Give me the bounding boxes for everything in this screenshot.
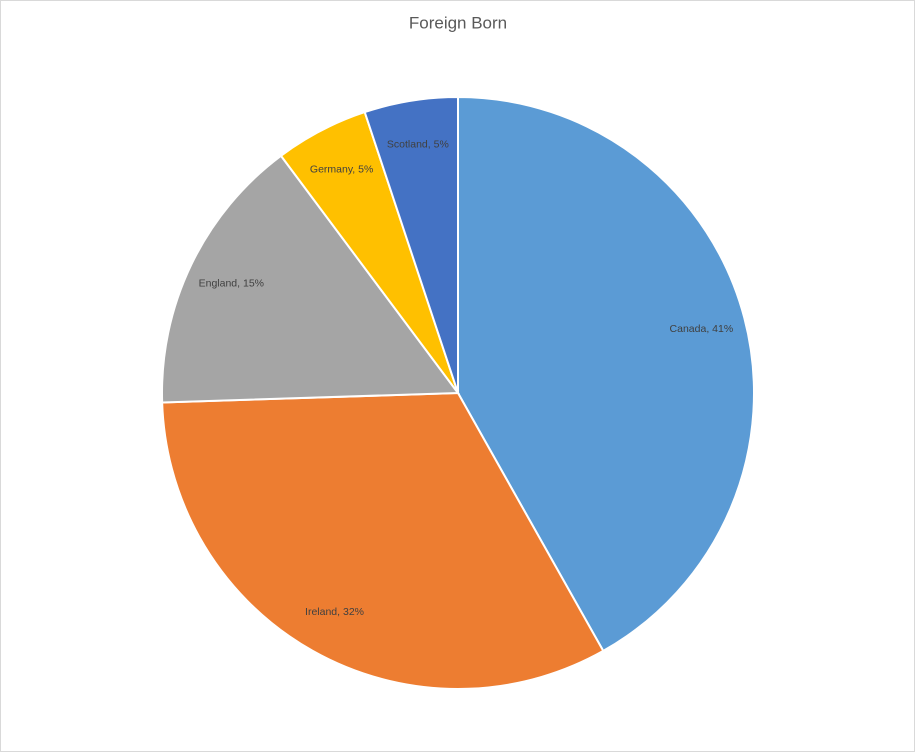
pie-slice <box>363 95 459 394</box>
pie-slice <box>161 391 605 690</box>
data-label: Germany, 5% <box>310 164 373 176</box>
pie-slice <box>161 154 460 404</box>
data-label: Ireland, 32% <box>305 606 364 618</box>
data-label: Canada, 41% <box>670 323 734 335</box>
pie: Canada, 41% Ireland, 32% England, 15% Germa… <box>161 95 755 690</box>
pie-slice <box>457 95 755 653</box>
data-label: Scotland, 5% <box>387 138 449 150</box>
chart-title: Foreign Born <box>409 13 507 32</box>
data-label: England, 15% <box>199 278 264 290</box>
